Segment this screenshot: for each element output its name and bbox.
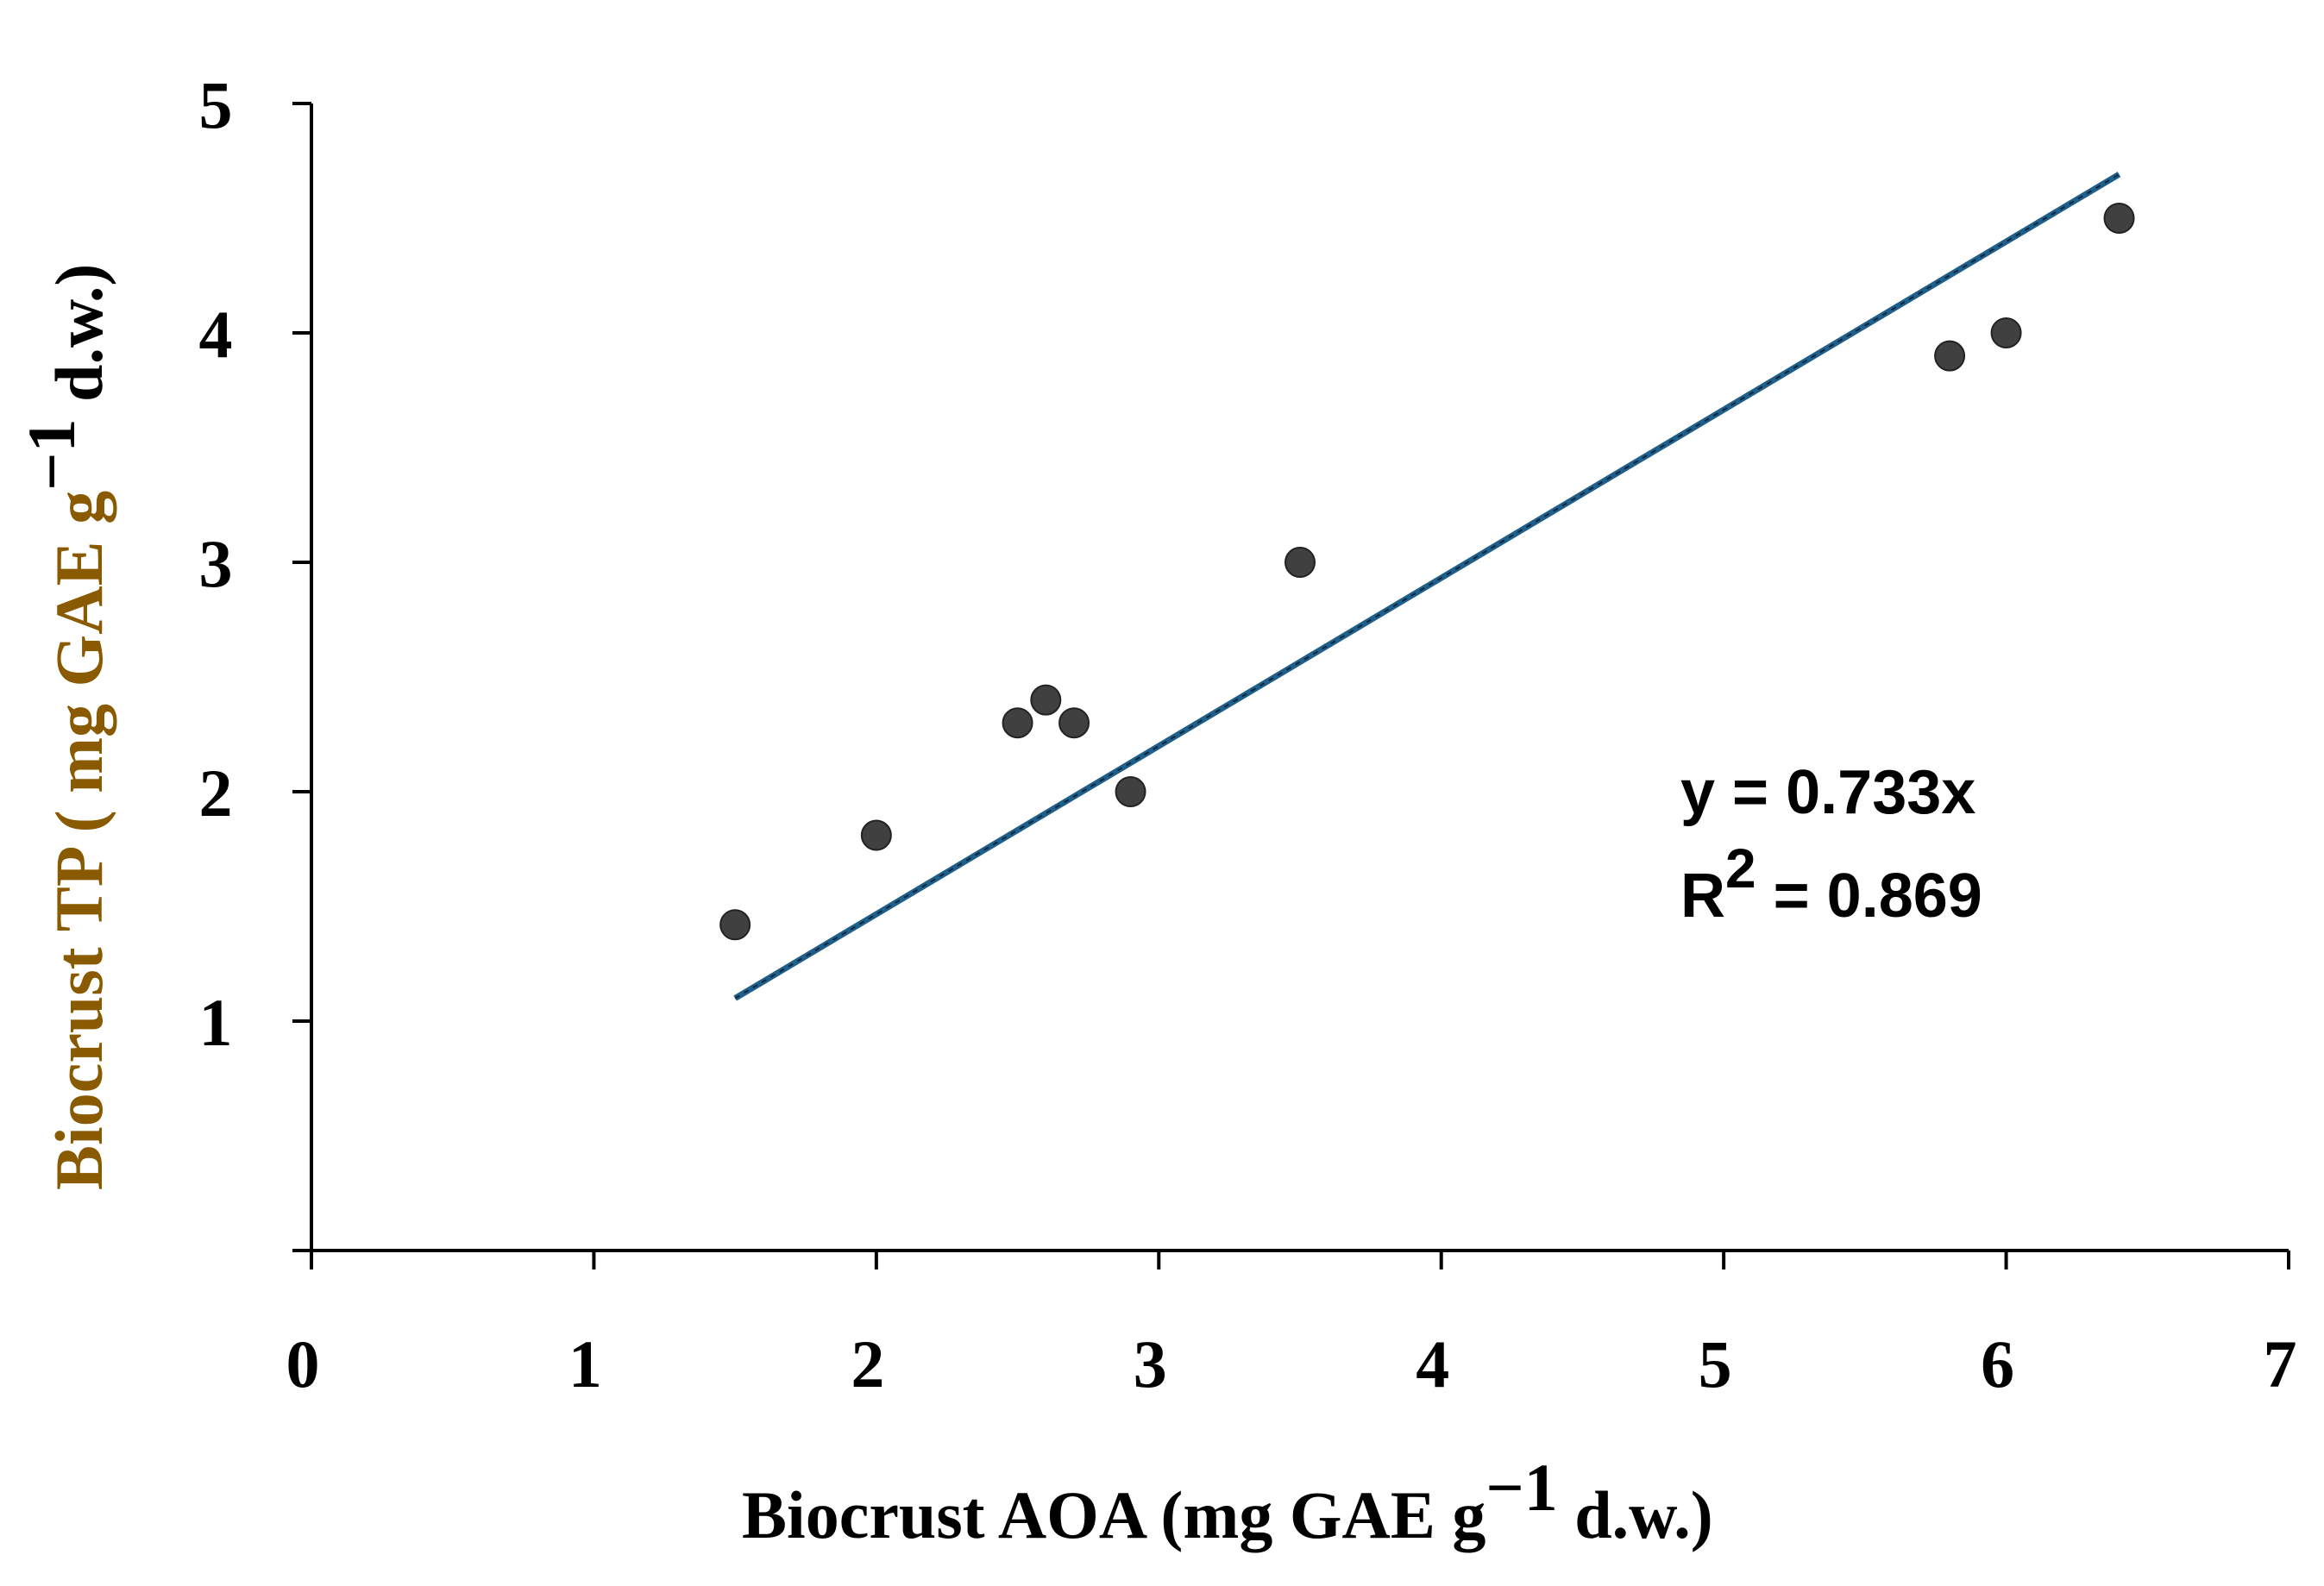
y-tick-label-5: 5 <box>199 67 233 142</box>
svg-text:Biocrust TP ( mg GAE g−1 d.w.): Biocrust TP ( mg GAE g−1 d.w.) <box>14 264 116 1190</box>
axes <box>292 103 2289 1252</box>
y-axis-title: Biocrust TP ( mg GAE g−1 d.w.) <box>14 264 116 1190</box>
data-point-8 <box>1934 340 1966 372</box>
data-point-3 <box>1002 707 1033 739</box>
data-point-1 <box>719 909 751 941</box>
y-tick-label-1: 1 <box>199 985 233 1060</box>
svg-text:Biocrust AOA (mg GAE g−1 d.w.): Biocrust AOA (mg GAE g−1 d.w.) <box>742 1450 1713 1552</box>
data-point-9 <box>1990 317 2022 348</box>
data-point-4 <box>1030 684 1062 716</box>
points-group <box>719 203 2135 941</box>
y-axis-title-main: Biocrust TP ( mg GAE g <box>41 491 116 1190</box>
y-tick-label-4: 4 <box>199 297 233 372</box>
x-tick-label-2: 2 <box>851 1326 884 1401</box>
x-axis-title-sup: −1 <box>1485 1450 1557 1525</box>
y-tick-label-3: 3 <box>199 526 233 601</box>
data-point-2 <box>860 819 892 851</box>
y-axis-title-suffix: d.w.) <box>41 264 116 419</box>
x-tick-label-0: 0 <box>286 1326 320 1401</box>
x-axis-title-suffix: d.w.) <box>1558 1477 1713 1552</box>
y-axis-title-sup: −1 <box>14 418 89 490</box>
x-tick-label-4: 4 <box>1416 1326 1449 1401</box>
x-tick-label-3: 3 <box>1134 1326 1167 1401</box>
data-point-6 <box>1115 776 1146 807</box>
ticks: 0 1 2 3 4 5 6 7 1 2 3 4 5 <box>199 67 2297 1401</box>
x-tick-label-1: 1 <box>568 1326 602 1401</box>
data-point-5 <box>1058 707 1090 739</box>
x-tick-label-6: 6 <box>1981 1326 2014 1401</box>
r2-superscript: 2 <box>1725 837 1756 900</box>
x-tick-label-5: 5 <box>1699 1326 1732 1401</box>
x-tick-label-7: 7 <box>2264 1326 2297 1401</box>
svg-text:R2 = 0.869: R2 = 0.869 <box>1680 837 1982 931</box>
y-tick-label-2: 2 <box>199 755 233 831</box>
x-axis-title: Biocrust AOA (mg GAE g−1 d.w.) <box>742 1450 1713 1552</box>
x-axis-title-main: Biocrust AOA (mg GAE g <box>742 1477 1485 1552</box>
regression-annotation: y = 0.733x R2 = 0.869 <box>1680 758 1982 931</box>
r2-value: = 0.869 <box>1756 862 1982 931</box>
trendline <box>733 172 2121 1001</box>
data-point-7 <box>1284 547 1316 578</box>
trendline-group <box>733 172 2121 1001</box>
r2-label: R <box>1680 862 1725 931</box>
data-point-10 <box>2103 203 2135 234</box>
equation-label: y = 0.733x <box>1680 758 1975 827</box>
